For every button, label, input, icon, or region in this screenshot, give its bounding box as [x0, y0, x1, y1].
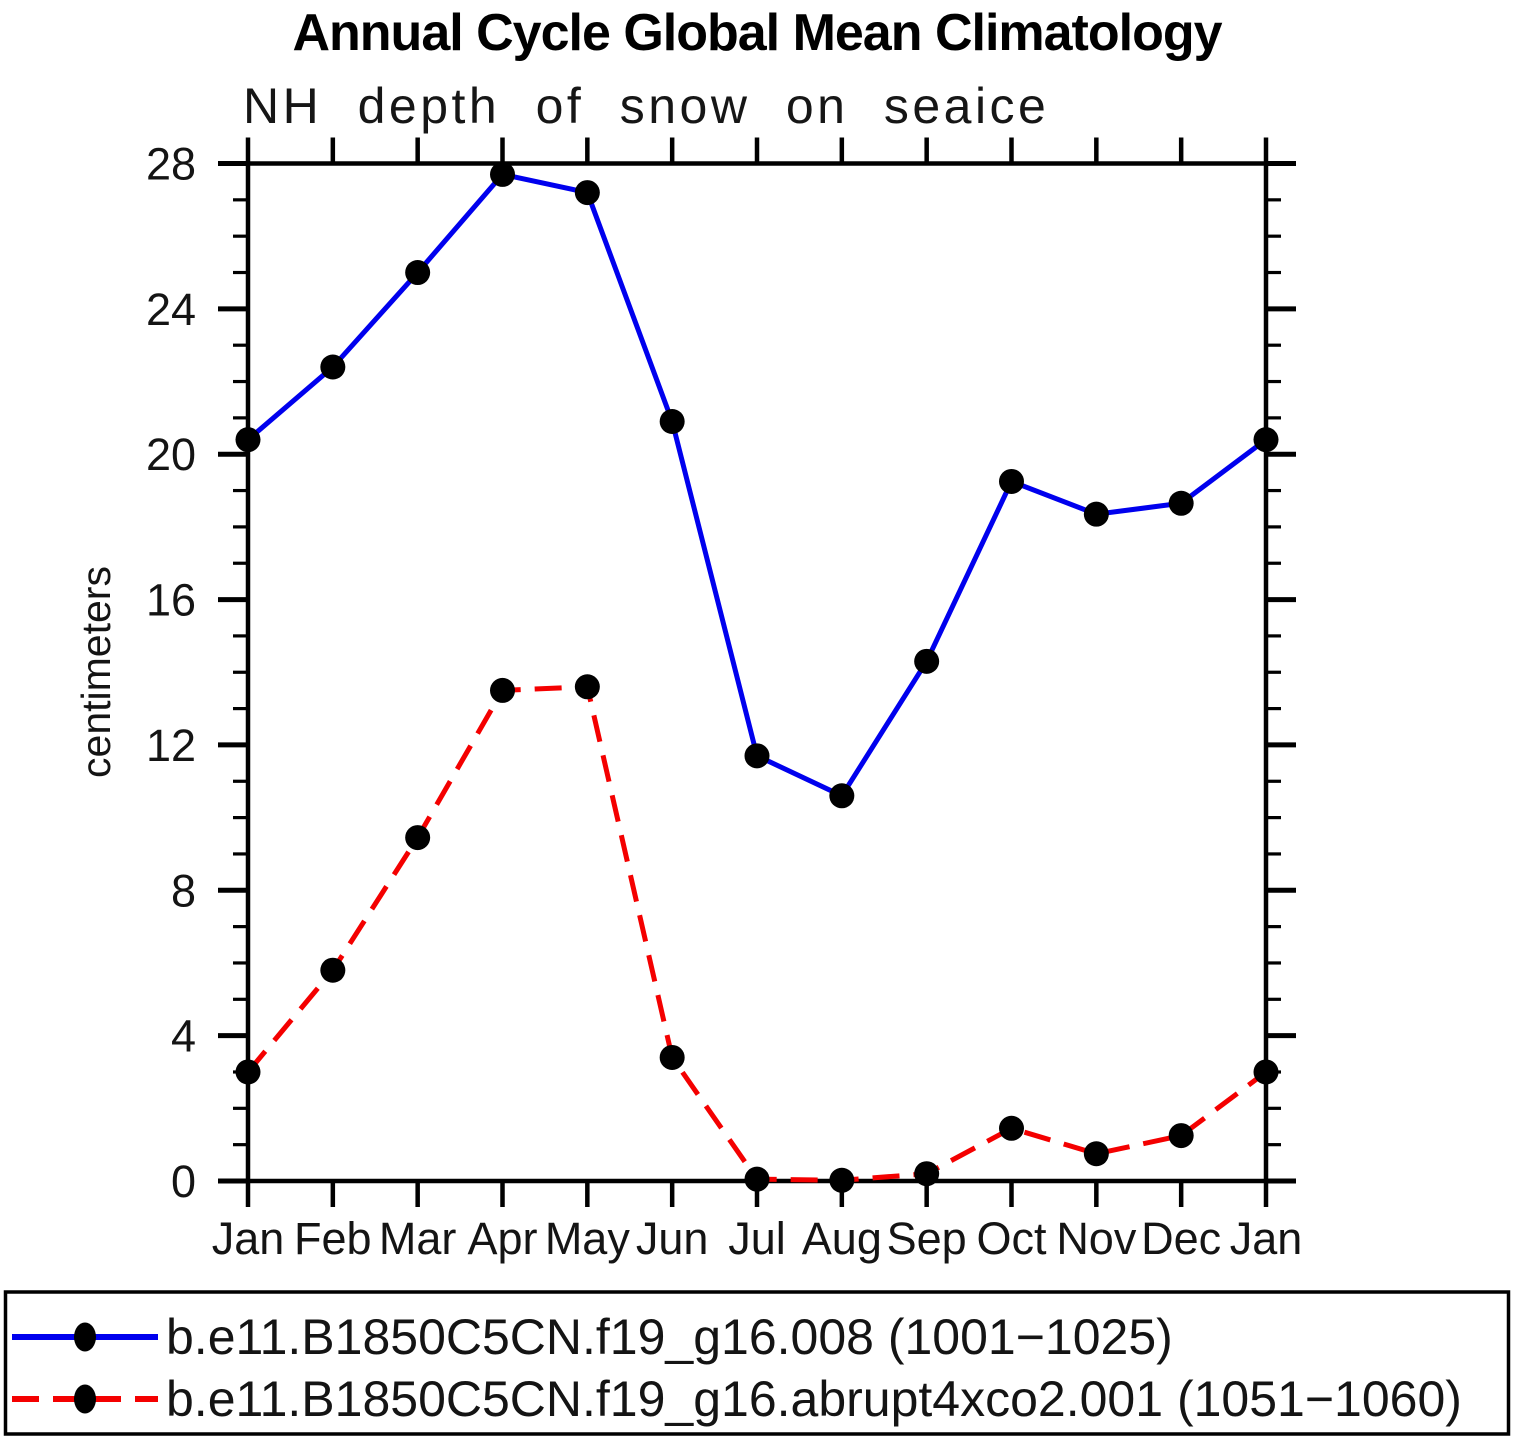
legend-marker-dot [74, 1384, 96, 1414]
data-point-marker [490, 677, 515, 703]
data-point-marker [405, 825, 431, 851]
x-tick-label: Sep [887, 1213, 967, 1264]
legend-row: b.e11.B1850C5CN.f19_g16.abrupt4xco2.001 … [12, 1371, 1462, 1427]
data-point-marker [574, 674, 600, 700]
data-point-marker [1083, 501, 1109, 527]
legend-marker-dot [74, 1322, 96, 1352]
x-tick-label: Jul [728, 1213, 786, 1264]
data-point-marker [1168, 490, 1194, 516]
data-point-marker [744, 743, 770, 769]
y-tick-label: 12 [146, 720, 196, 771]
data-point-marker [405, 260, 431, 286]
y-axis-title: centimeters [73, 566, 119, 778]
x-tick-label: May [545, 1213, 631, 1264]
data-point-marker [490, 161, 515, 187]
axes: Jan Feb Mar Apr May Jun Jul Aug Sep Oct Nov Dec Jan0… [146, 137, 1303, 1264]
y-tick-label: 8 [171, 865, 196, 916]
series-line-control [246, 171, 1268, 800]
x-tick-label: Jan [212, 1213, 285, 1264]
data-point-marker [999, 1115, 1024, 1141]
data-point-marker [320, 957, 346, 983]
x-tick-label: Nov [1056, 1213, 1137, 1264]
legend-box [3, 1290, 1511, 1436]
plot-series [235, 161, 1279, 1193]
legend: b.e11.B1850C5CN.f19_g16.008 (1001−1025) b… [3, 1290, 1511, 1436]
data-point-marker [914, 1161, 940, 1187]
data-point-marker [320, 354, 346, 380]
data-point-marker [744, 1166, 770, 1192]
data-point-marker [659, 1044, 685, 1070]
y-tick-label: 28 [146, 139, 196, 190]
y-tick-label: 4 [171, 1011, 196, 1062]
legend-rows: b.e11.B1850C5CN.f19_g16.008 (1001−1025) b… [12, 1309, 1462, 1427]
data-point-marker [574, 180, 600, 206]
x-tick-label: Dec [1141, 1213, 1221, 1264]
x-tick-label: Jan [1230, 1213, 1303, 1264]
data-point-marker [1083, 1141, 1109, 1167]
y-tick-label: 16 [146, 575, 196, 626]
legend-label: b.e11.B1850C5CN.f19_g16.008 (1001−1025) [166, 1309, 1173, 1365]
data-point-marker [829, 783, 855, 809]
data-point-marker [829, 1167, 855, 1193]
x-tick-label: Apr [467, 1213, 537, 1264]
data-point-marker [914, 648, 940, 674]
y-tick-label: 0 [171, 1156, 196, 1207]
x-tick-label: Jun [636, 1213, 709, 1264]
data-point-marker [235, 427, 261, 453]
data-point-marker [1168, 1123, 1194, 1149]
chart-subtitle: NH depth of snow on seaice [243, 78, 1049, 134]
x-tick-label: Oct [976, 1213, 1047, 1264]
x-tick-label: Mar [379, 1213, 457, 1264]
legend-label: b.e11.B1850C5CN.f19_g16.abrupt4xco2.001 … [166, 1371, 1462, 1427]
data-point-marker [999, 468, 1024, 494]
y-tick-label: 24 [146, 284, 196, 335]
data-point-marker [1253, 427, 1279, 453]
y-tick-label: 20 [146, 429, 196, 480]
legend-row: b.e11.B1850C5CN.f19_g16.008 (1001−1025) [12, 1309, 1173, 1365]
data-point-marker [659, 409, 685, 435]
chart-title: Annual Cycle Global Mean Climatology [292, 4, 1222, 62]
data-point-marker [1253, 1059, 1279, 1085]
x-tick-label: Aug [802, 1213, 882, 1264]
data-point-marker [235, 1059, 261, 1085]
x-tick-label: Feb [294, 1213, 372, 1264]
plot-frame [245, 161, 1269, 1184]
